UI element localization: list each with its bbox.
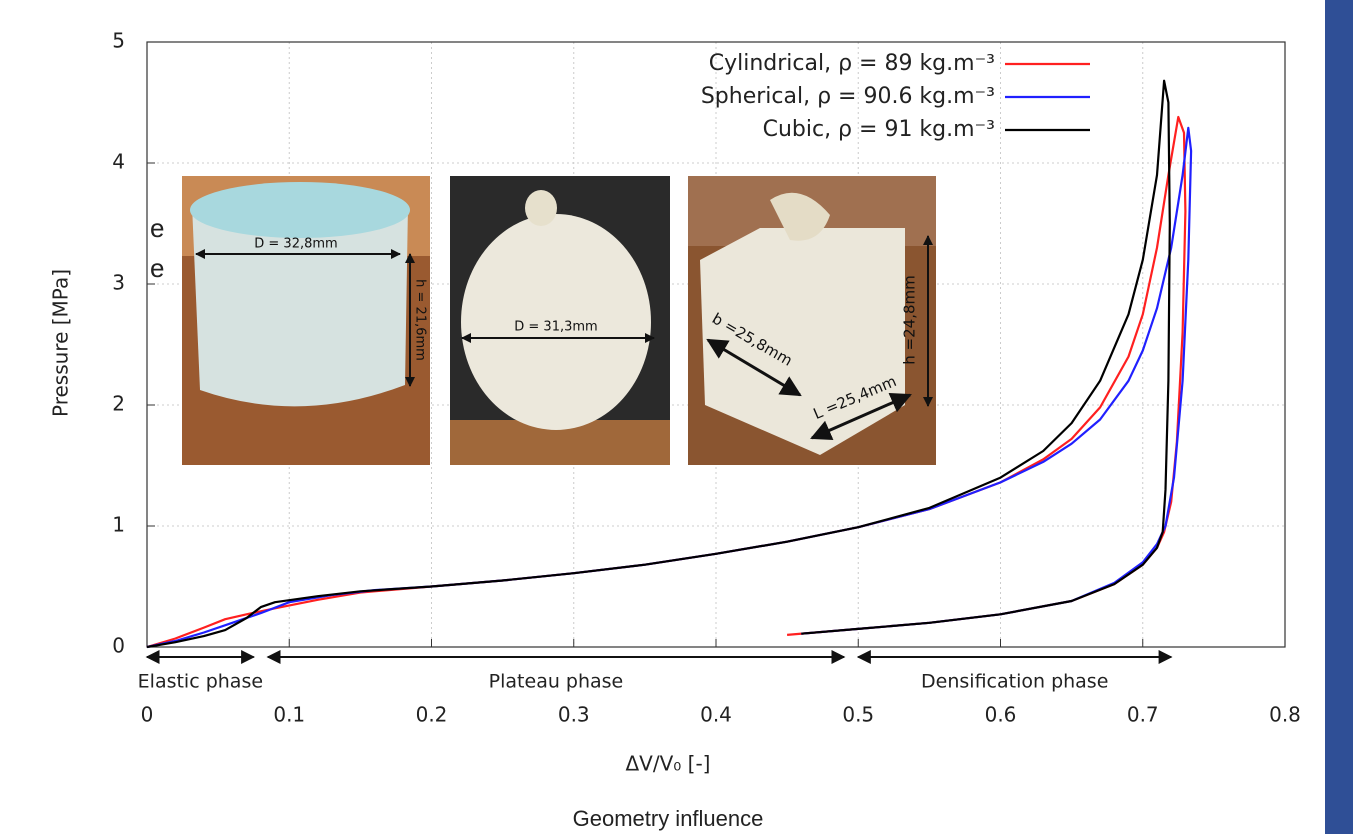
- x-tick-label: 0.4: [700, 703, 732, 727]
- y-tick-label: 1: [112, 513, 125, 537]
- phase-label: Elastic phase: [138, 671, 263, 693]
- legend: Cylindrical, ρ = 89 kg.m⁻³ Spherical, ρ =…: [701, 51, 1090, 142]
- phase-label: Plateau phase: [489, 671, 624, 693]
- x-tick-label: 0.8: [1269, 703, 1301, 727]
- legend-label: Spherical, ρ = 90.6 kg.m⁻³: [701, 84, 995, 109]
- caption: Geometry influence: [573, 806, 764, 831]
- y-tick-label: 3: [112, 271, 125, 295]
- dimension-label: h = 21,6mm: [413, 279, 428, 361]
- dimension-label: D = 32,8mm: [254, 237, 337, 252]
- series-line: [146, 79, 1171, 649]
- inset-cube: b =25,8mm L =25,4mm h =24,8mm: [688, 176, 936, 465]
- y-tick-label: 4: [112, 150, 125, 174]
- x-axis-label: ΔV/V₀ [-]: [626, 752, 711, 776]
- y-tick-label: 2: [112, 392, 125, 416]
- inset-cylinder: D = 32,8mm h = 21,6mm: [182, 176, 430, 465]
- x-tick-label: 0.5: [842, 703, 874, 727]
- phase-label: Densification phase: [921, 671, 1108, 693]
- y-axis-label: Pressure [MPa]: [49, 269, 73, 417]
- x-tick-label: 0.6: [985, 703, 1017, 727]
- side-bar: [1325, 0, 1353, 834]
- plot-area: 0 1 2 3 4 5 0 0.1 0.2 0.3 0.4 0.5 0.6 0.7 0.8 Elastic p…: [112, 29, 1301, 727]
- x-tick-label: 0: [141, 703, 154, 727]
- legend-label: Cylindrical, ρ = 89 kg.m⁻³: [709, 51, 995, 76]
- y-tick-label: 0: [112, 634, 125, 658]
- x-tick-label: 0.7: [1127, 703, 1159, 727]
- inset-sphere: D = 31,3mm: [450, 176, 670, 465]
- side-text: e: [150, 213, 164, 243]
- side-text: e: [150, 253, 164, 283]
- plot-frame: [146, 41, 1286, 648]
- x-tick-label: 0.3: [558, 703, 590, 727]
- x-tick-label: 0.2: [416, 703, 448, 727]
- dimension-label: D = 31,3mm: [514, 320, 597, 335]
- dimension-label: h =24,8mm: [901, 275, 919, 364]
- y-tick-label: 5: [112, 29, 125, 53]
- x-tick-label: 0.1: [273, 703, 305, 727]
- legend-label: Cubic, ρ = 91 kg.m⁻³: [763, 117, 995, 142]
